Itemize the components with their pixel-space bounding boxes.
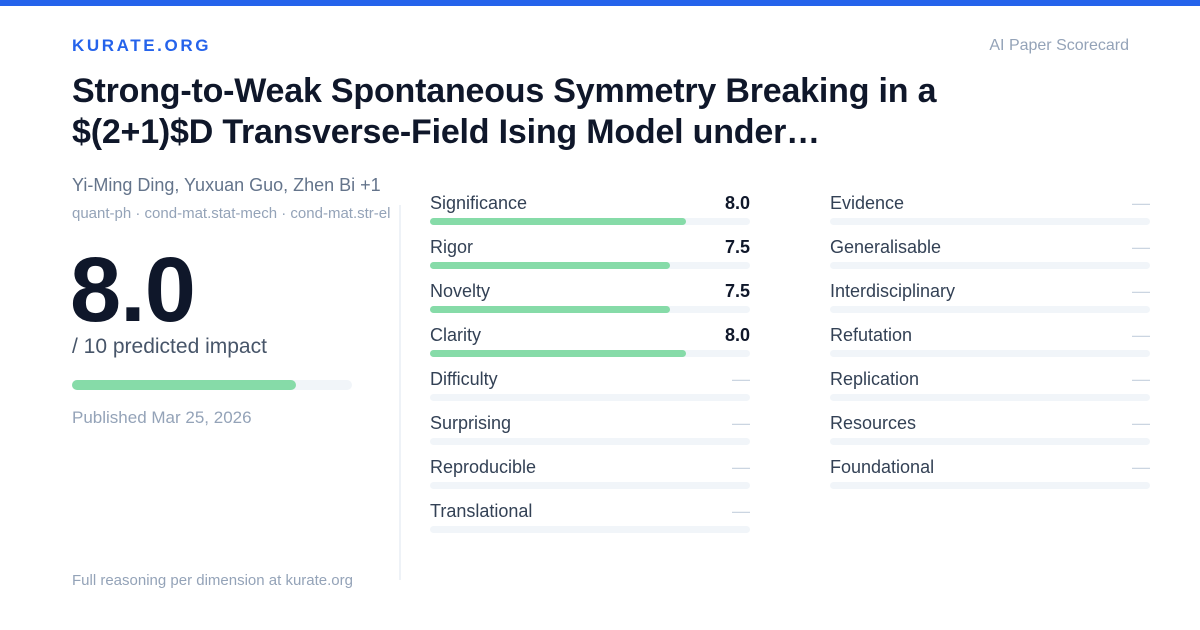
dimension-bar xyxy=(830,394,1150,401)
dimension-label: Translational xyxy=(430,501,533,521)
overall-score-caption: / 10 predicted impact xyxy=(72,335,267,358)
dimension-bar xyxy=(430,438,750,445)
dimension-bar xyxy=(430,306,750,313)
overall-score: 8.0 xyxy=(70,239,196,341)
dimension-row: Interdisciplinary — xyxy=(830,281,1150,325)
dimension-bar xyxy=(830,438,1150,445)
dimension-bar xyxy=(430,262,750,269)
dimension-row: Difficulty — xyxy=(430,369,750,413)
brand-logo-text[interactable]: KURATE.ORG xyxy=(72,36,212,55)
dimension-label: Surprising xyxy=(430,413,512,433)
dimension-bar xyxy=(430,350,750,357)
published-date: Published Mar 25, 2026 xyxy=(72,408,252,427)
dimension-bar xyxy=(430,394,750,401)
dimension-row: Foundational — xyxy=(830,457,1150,501)
dimension-bar-fill xyxy=(430,218,686,225)
dimension-row: Evidence — xyxy=(830,193,1150,237)
dimension-bar-fill xyxy=(430,306,670,313)
dimension-label: Generalisable xyxy=(830,237,942,257)
dimension-row: Surprising — xyxy=(430,413,750,457)
dimension-label: Refutation xyxy=(830,325,913,345)
top-accent-bar xyxy=(0,0,1200,6)
dimension-row: Novelty 7.5 xyxy=(430,281,750,325)
dimension-label: Significance xyxy=(430,193,528,213)
footer-note[interactable]: Full reasoning per dimension at kurate.o… xyxy=(72,572,353,589)
dimension-value: — xyxy=(1132,369,1150,389)
dimension-row: Resources — xyxy=(830,413,1150,457)
dimension-bar xyxy=(830,262,1150,269)
dimension-value: 8.0 xyxy=(724,325,750,345)
paper-authors: Yi-Ming Ding, Yuxuan Guo, Zhen Bi +1 xyxy=(72,175,381,195)
dimension-label: Interdisciplinary xyxy=(830,281,956,301)
dimension-bar xyxy=(430,526,750,533)
dimension-row: Clarity 8.0 xyxy=(430,325,750,369)
dimension-column-left: Significance 8.0 Rigor 7.5 Novelty 7.5 C… xyxy=(430,193,750,545)
dimension-label: Clarity xyxy=(430,325,482,345)
dimension-bar xyxy=(830,350,1150,357)
dimension-bar xyxy=(830,482,1150,489)
overall-score-bar-fill xyxy=(72,380,296,390)
dimension-label: Reproducible xyxy=(430,457,537,477)
dimension-label: Rigor xyxy=(430,237,474,257)
overall-score-bar xyxy=(72,380,352,390)
paper-title: Strong-to-Weak Spontaneous Symmetry Brea… xyxy=(72,72,937,151)
dimension-value: — xyxy=(732,501,750,521)
dimension-value: — xyxy=(1132,237,1150,257)
dimension-row: Replication — xyxy=(830,369,1150,413)
dimension-row: Generalisable — xyxy=(830,237,1150,281)
dimension-value: — xyxy=(1132,413,1150,433)
dimension-value: — xyxy=(1132,281,1150,301)
dimension-bar xyxy=(830,218,1150,225)
dimension-value: 7.5 xyxy=(724,281,750,301)
dimension-value: — xyxy=(1132,193,1150,213)
dimension-label: Evidence xyxy=(830,193,905,213)
dimension-column-right: Evidence — Generalisable — Interdiscipli… xyxy=(830,193,1150,501)
dimension-value: — xyxy=(732,457,750,477)
dimension-bar-fill xyxy=(430,350,686,357)
dimension-value: — xyxy=(1132,457,1150,477)
dimension-bar xyxy=(430,482,750,489)
dimension-row: Significance 8.0 xyxy=(430,193,750,237)
dimension-bar xyxy=(830,306,1150,313)
dimension-bar xyxy=(430,218,750,225)
dimension-bar-fill xyxy=(430,262,670,269)
dimension-row: Refutation — xyxy=(830,325,1150,369)
dimension-value: 8.0 xyxy=(724,193,750,213)
dimension-label: Novelty xyxy=(430,281,491,301)
dimension-value: — xyxy=(732,413,750,433)
tagline: AI Paper Scorecard xyxy=(989,37,1129,54)
dimension-label: Foundational xyxy=(830,457,935,477)
dimension-value: — xyxy=(732,369,750,389)
dimension-value: 7.5 xyxy=(724,237,750,257)
dimension-value: — xyxy=(1132,325,1150,345)
dimension-row: Reproducible — xyxy=(430,457,750,501)
dimension-row: Translational — xyxy=(430,501,750,545)
column-divider xyxy=(399,205,401,580)
dimension-label: Difficulty xyxy=(430,369,498,389)
dimension-label: Resources xyxy=(830,413,917,433)
dimension-row: Rigor 7.5 xyxy=(430,237,750,281)
paper-categories: quant-ph · cond-mat.stat-mech · cond-mat… xyxy=(72,205,391,222)
dimension-label: Replication xyxy=(830,369,920,389)
